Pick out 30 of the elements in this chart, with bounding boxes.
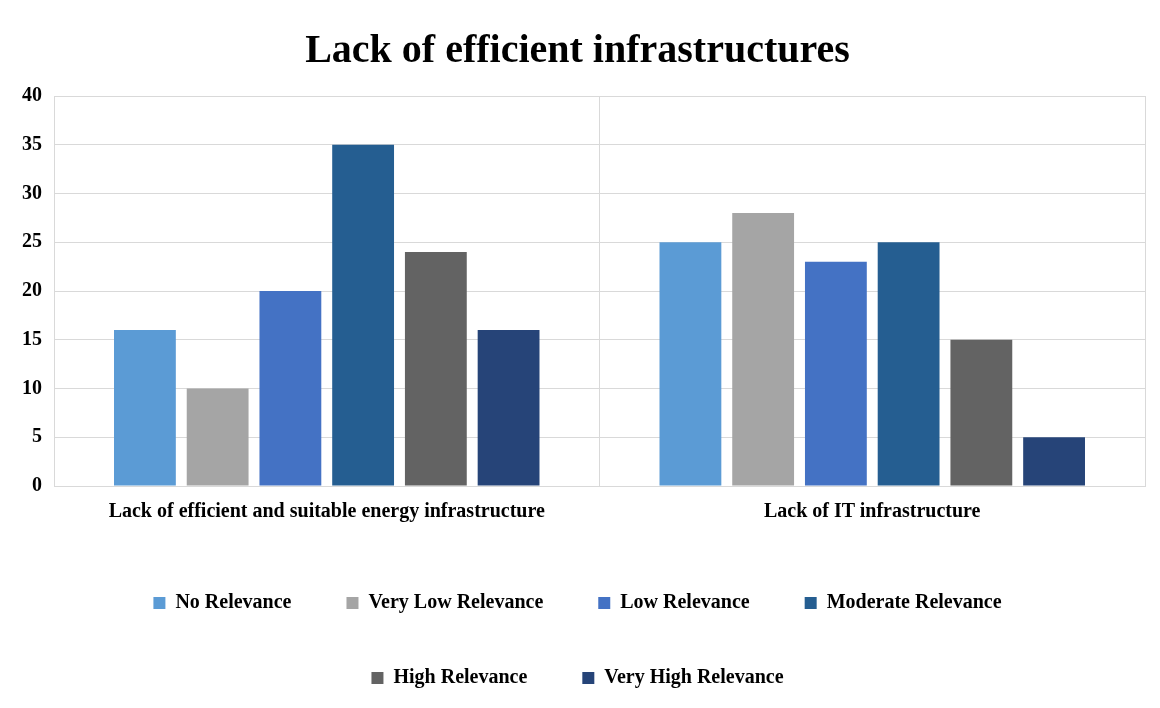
y-tick-label: 35 bbox=[22, 131, 42, 154]
y-tick-label: 5 bbox=[32, 424, 42, 447]
y-tick-label: 20 bbox=[22, 278, 42, 301]
bar bbox=[259, 291, 322, 486]
legend-label: No Relevance bbox=[175, 590, 292, 613]
y-tick-label: 25 bbox=[22, 229, 42, 252]
legend-label: Moderate Relevance bbox=[826, 590, 1002, 613]
y-tick-label: 15 bbox=[22, 326, 42, 349]
legend-label: Very High Relevance bbox=[604, 665, 784, 689]
bar bbox=[332, 144, 395, 486]
y-tick-label: 40 bbox=[22, 83, 42, 106]
legend-label: Low Relevance bbox=[620, 590, 750, 613]
x-tick-label: Lack of efficient and suitable energy infrastructure bbox=[108, 499, 545, 523]
bar bbox=[950, 339, 1013, 486]
bar bbox=[477, 330, 540, 486]
bar bbox=[659, 242, 722, 486]
bar bbox=[732, 213, 795, 486]
legend-label: High Relevance bbox=[393, 665, 528, 689]
legend-label: Very Low Relevance bbox=[368, 590, 544, 614]
y-tick-label: 30 bbox=[22, 180, 42, 203]
y-tick-label: 0 bbox=[32, 473, 42, 496]
bar bbox=[1023, 437, 1085, 486]
bar bbox=[804, 261, 867, 486]
bar bbox=[877, 242, 940, 486]
y-tick-label: 10 bbox=[22, 375, 42, 398]
bar bbox=[114, 330, 176, 486]
bar bbox=[186, 388, 249, 486]
chart-title: Lack of efficient infrastructures bbox=[305, 26, 850, 72]
x-tick-label: Lack of IT infrastructure bbox=[764, 499, 981, 522]
bar bbox=[404, 252, 467, 486]
